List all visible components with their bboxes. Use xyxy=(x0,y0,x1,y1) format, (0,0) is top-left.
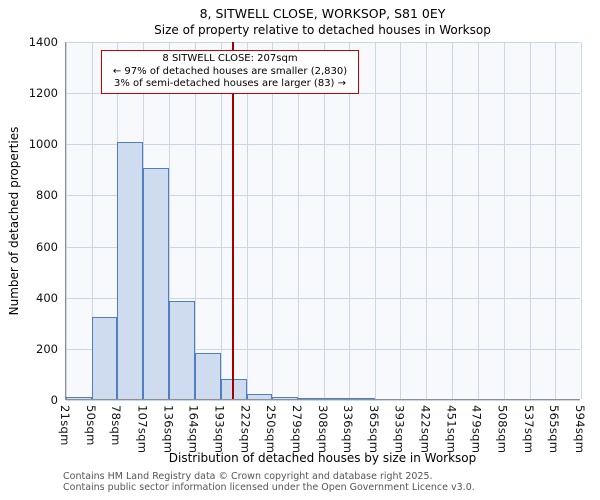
gridline-vertical xyxy=(503,42,505,399)
gridline-vertical xyxy=(66,42,67,399)
histogram-bar xyxy=(169,301,195,399)
y-tick-label: 1200 xyxy=(28,86,58,101)
x-tick-label: 508sqm xyxy=(495,405,510,454)
x-tick-label: 250sqm xyxy=(263,405,278,454)
gridline-vertical xyxy=(477,42,479,399)
gridline-vertical xyxy=(400,42,402,399)
gridline-vertical xyxy=(349,42,351,399)
gridline-vertical xyxy=(194,42,196,399)
x-tick-label: 222sqm xyxy=(238,405,253,454)
x-tick-label: 479sqm xyxy=(469,405,484,454)
x-tick-label: 136sqm xyxy=(161,405,176,454)
gridline-vertical xyxy=(297,42,299,399)
gridline-horizontal xyxy=(66,144,580,146)
x-tick-label: 50sqm xyxy=(84,405,99,446)
gridline-vertical xyxy=(529,42,531,399)
gridline-vertical xyxy=(581,42,582,399)
histogram-bar xyxy=(92,317,118,399)
x-tick-label: 594sqm xyxy=(573,405,587,454)
y-axis-label: Number of detached properties xyxy=(7,126,21,316)
gridline-horizontal xyxy=(66,246,580,248)
x-tick-label: 21sqm xyxy=(58,405,72,446)
gridline-horizontal xyxy=(66,400,580,401)
gridline-horizontal xyxy=(66,195,580,197)
y-tick-label: 800 xyxy=(36,188,58,203)
histogram-bar xyxy=(117,142,144,399)
chart-title: 8, SITWELL CLOSE, WORKSOP, S81 0EY Size … xyxy=(45,5,600,38)
gridline-horizontal xyxy=(66,42,580,43)
x-tick-label: 308sqm xyxy=(315,405,330,454)
gridline-vertical xyxy=(554,42,556,399)
plot-area: 8 SITWELL CLOSE: 207sqm ← 97% of detache… xyxy=(65,42,582,401)
histogram-bar xyxy=(271,397,298,399)
y-tick-label: 1000 xyxy=(28,137,58,152)
annotation-box: 8 SITWELL CLOSE: 207sqm ← 97% of detache… xyxy=(101,50,359,94)
gridline-vertical xyxy=(323,42,325,399)
y-tick-label: 200 xyxy=(36,341,58,356)
x-tick-label: 422sqm xyxy=(418,405,433,454)
histogram-bar xyxy=(323,398,350,399)
gridline-vertical xyxy=(426,42,428,399)
footer-line2: Contains public sector information licen… xyxy=(63,482,475,493)
y-tick-label: 1400 xyxy=(28,35,58,49)
chart-title-line1: 8, SITWELL CLOSE, WORKSOP, S81 0EY xyxy=(199,6,446,21)
x-tick-label: 537sqm xyxy=(521,405,536,454)
gridline-horizontal xyxy=(66,297,580,299)
gridline-horizontal xyxy=(66,348,580,350)
gridline-vertical xyxy=(452,42,454,399)
histogram-bar xyxy=(66,397,93,399)
annotation-property-size: 8 SITWELL CLOSE: 207sqm xyxy=(162,53,298,64)
y-tick-label: 0 xyxy=(50,393,58,407)
footer: Contains HM Land Registry data © Crown c… xyxy=(63,471,475,493)
x-tick-label: 78sqm xyxy=(109,405,124,446)
gridline-vertical xyxy=(246,42,248,399)
y-tick-label: 400 xyxy=(36,290,58,305)
gridline-vertical xyxy=(220,42,222,399)
x-tick-label: 393sqm xyxy=(392,405,407,454)
x-tick-label: 365sqm xyxy=(367,405,382,454)
histogram-bar xyxy=(143,168,170,399)
x-tick-label: 279sqm xyxy=(289,405,304,454)
gridline-vertical xyxy=(92,42,94,399)
histogram-bar xyxy=(194,353,221,399)
x-axis-label: Distribution of detached houses by size … xyxy=(168,451,477,465)
histogram-bar xyxy=(297,398,324,399)
gridline-vertical xyxy=(375,42,377,399)
footer-line1: Contains HM Land Registry data © Crown c… xyxy=(63,471,433,482)
histogram-bar xyxy=(349,398,376,399)
gridline-horizontal xyxy=(66,93,580,95)
x-tick-label: 565sqm xyxy=(546,405,561,454)
y-tick-label: 600 xyxy=(36,239,58,254)
x-tick-label: 164sqm xyxy=(186,405,201,454)
gridline-vertical xyxy=(271,42,273,399)
x-tick-label: 193sqm xyxy=(212,405,227,454)
x-tick-label: 336sqm xyxy=(341,405,356,454)
x-tick-label: 451sqm xyxy=(444,405,459,454)
gridline-vertical xyxy=(169,42,171,399)
histogram-bar xyxy=(246,394,272,399)
property-size-marker-line xyxy=(232,42,235,399)
x-tick-label: 107sqm xyxy=(135,405,150,454)
annotation-larger-stat: 3% of semi-detached houses are larger (8… xyxy=(113,78,347,89)
chart-title-line2: Size of property relative to detached ho… xyxy=(154,23,491,37)
annotation-smaller-stat: ← 97% of detached houses are smaller (2,… xyxy=(112,65,348,77)
